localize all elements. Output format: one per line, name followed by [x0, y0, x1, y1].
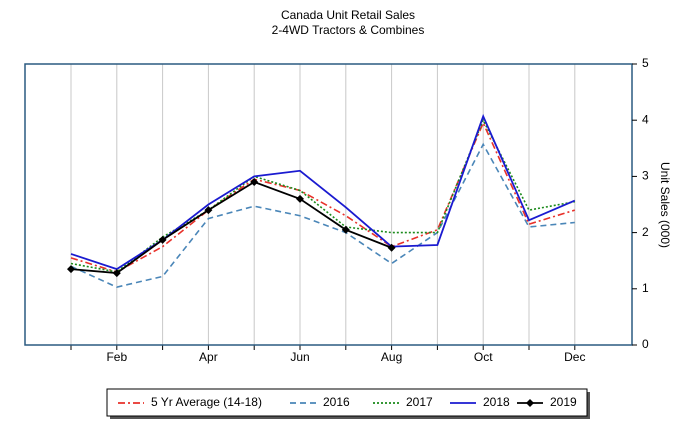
series-line — [70, 121, 576, 273]
series-line — [70, 181, 392, 274]
legend-label: 5 Yr Average (14-18) — [151, 395, 262, 409]
plot-frame — [24, 63, 633, 346]
point-marker — [341, 225, 350, 234]
x-tick-label: Oct — [474, 350, 493, 364]
series-line — [70, 142, 575, 288]
legend: 5 Yr Average (14-18) 2016 2017 2018 2019 — [106, 388, 590, 419]
y-tick-label: 2 — [642, 225, 649, 239]
series-line — [70, 113, 576, 271]
legend-label: 2019 — [550, 395, 577, 409]
legend-label: 2017 — [406, 395, 433, 409]
point-marker — [158, 235, 167, 244]
legend-label: 2018 — [483, 395, 510, 409]
x-tick-label: Apr — [199, 350, 218, 364]
y-tick-label: 3 — [642, 169, 649, 183]
legend-label: 2016 — [323, 395, 350, 409]
legend-box — [106, 388, 588, 417]
y-tick-label: 0 — [642, 337, 649, 351]
y-tick-label: 1 — [642, 281, 649, 295]
y-axis-label: Unit Sales (000) — [658, 162, 672, 248]
x-tick-label: Feb — [106, 350, 127, 364]
y-tick-label: 4 — [642, 112, 649, 126]
point-marker — [112, 269, 121, 278]
legend-marker — [526, 399, 534, 407]
point-marker — [296, 194, 304, 203]
point-marker — [387, 243, 396, 252]
chart-subtitle: 2-4WD Tractors & Combines — [272, 23, 425, 37]
x-tick-label: Dec — [564, 350, 585, 364]
point-marker — [250, 178, 259, 187]
chart-title: Canada Unit Retail Sales — [281, 8, 415, 22]
x-tick-label: Aug — [381, 350, 402, 364]
point-marker — [67, 265, 75, 274]
y-tick-label: 5 — [642, 56, 649, 70]
point-marker — [204, 206, 213, 215]
x-tick-label: Jun — [290, 350, 309, 364]
